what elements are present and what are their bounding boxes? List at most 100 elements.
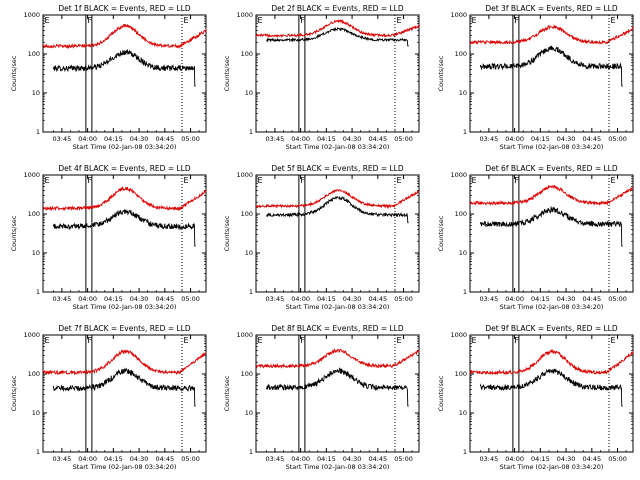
detector-panel: Det 1f BLACK = Events, RED = LLD 1 10 100 10… [10,4,207,151]
marker-label: E [396,336,401,345]
x-tick-label: 05:00 [394,295,413,303]
x-tick-label: 03:45 [53,135,72,143]
x-tick-label: 04:00 [291,455,310,463]
x-tick-label: 05:00 [608,455,627,463]
y-tick-label: 1000 [450,171,467,179]
detector-panel: Det 4f BLACK = Events, RED = LLD 1 10 100 10… [10,164,207,311]
y-axis-label: Counts/sec [223,55,231,91]
x-tick-label: 03:45 [480,295,499,303]
x-tick-label: 04:00 [78,295,97,303]
events-series-line [479,368,623,407]
x-tick-label: 03:45 [480,455,499,463]
marker-label: E [396,176,401,185]
y-axis-label: Counts/sec [10,55,18,91]
x-tick-label: 05:00 [608,135,627,143]
y-tick-label: 1000 [236,11,253,19]
x-tick-label: 04:15 [104,455,123,463]
y-tick-label: 1000 [23,331,40,339]
x-tick-label: 04:30 [130,455,149,463]
y-tick-label: 1000 [236,331,253,339]
x-axis-label: Start Time (02-Jan-08 03:34:20) [73,463,177,471]
y-axis-label: Counts/sec [437,215,445,251]
y-tick-label: 100 [455,210,467,218]
y-tick-label: 100 [28,50,40,58]
detector-panel: Det 7f BLACK = Events, RED = LLD 1 10 100 10… [10,324,207,471]
x-tick-label: 03:45 [480,135,499,143]
marker-label: E [183,176,188,185]
x-tick-label: 04:30 [343,455,362,463]
x-tick-label: 04:00 [505,135,524,143]
marker-label: E [258,336,263,345]
x-tick-label: 04:45 [368,135,387,143]
detector-panel: Det 9f BLACK = Events, RED = LLD 1 10 100 10… [437,324,634,471]
x-axis-label: Start Time (02-Jan-08 03:34:20) [286,463,390,471]
lld-series-line [255,348,420,370]
marker-label: F [87,176,92,185]
marker-label: E [472,176,477,185]
detector-panel: Det 6f BLACK = Events, RED = LLD 1 10 100 10… [437,164,634,311]
x-tick-label: 04:15 [317,295,336,303]
x-tick-label: 04:15 [104,135,123,143]
marker-label: E [472,336,477,345]
x-tick-label: 04:45 [582,135,601,143]
x-tick-label: 04:15 [531,455,550,463]
detector-panel: Det 2f BLACK = Events, RED = LLD 1 10 100 10… [223,4,420,151]
x-tick-label: 04:45 [368,295,387,303]
x-tick-label: 05:00 [608,295,627,303]
marker-label: F [514,176,519,185]
panel-title: Det 2f BLACK = Events, RED = LLD [271,4,404,13]
marker-label: F [87,336,92,345]
y-tick-label: 1 [249,128,253,136]
y-tick-label: 1000 [236,171,253,179]
marker-label: E [258,176,263,185]
y-tick-label: 100 [28,210,40,218]
y-tick-label: 10 [32,249,40,257]
marker-label: F [514,336,519,345]
y-tick-label: 10 [459,89,467,97]
y-tick-label: 1000 [23,171,40,179]
x-tick-label: 04:00 [78,455,97,463]
marker-label: F [300,16,305,25]
y-tick-label: 1 [36,128,40,136]
detector-panel: Det 5f BLACK = Events, RED = LLD 1 10 100 10… [223,164,420,311]
x-tick-label: 04:45 [368,455,387,463]
x-tick-label: 03:45 [53,295,72,303]
events-series-line [52,367,196,407]
x-tick-label: 04:00 [291,135,310,143]
detector-panel: Det 3f BLACK = Events, RED = LLD 1 10 100 10… [437,4,634,151]
panel-title: Det 1f BLACK = Events, RED = LLD [58,4,191,13]
y-axis-label: Counts/sec [437,375,445,411]
y-tick-label: 100 [241,50,253,58]
x-axis-label: Start Time (02-Jan-08 03:34:20) [73,303,177,311]
x-tick-label: 04:15 [104,295,123,303]
events-series-line [265,366,409,407]
x-tick-label: 04:45 [155,295,174,303]
panel-title: Det 7f BLACK = Events, RED = LLD [58,324,191,333]
y-tick-label: 1 [36,448,40,456]
y-axis-label: Counts/sec [10,375,18,411]
marker-label: E [610,176,615,185]
x-tick-label: 04:30 [557,455,576,463]
events-series-line [479,45,623,87]
y-tick-label: 10 [459,249,467,257]
y-tick-label: 100 [455,50,467,58]
marker-label: E [472,16,477,25]
panel-title: Det 5f BLACK = Events, RED = LLD [271,164,404,173]
x-tick-label: 04:45 [155,455,174,463]
y-tick-label: 1000 [450,331,467,339]
x-axis-label: Start Time (02-Jan-08 03:34:20) [73,143,177,151]
detector-panel: Det 8f BLACK = Events, RED = LLD 1 10 100 10… [223,324,420,471]
marker-label: E [258,16,263,25]
x-tick-label: 04:30 [343,135,362,143]
events-series-line [52,209,196,247]
marker-label: F [300,336,305,345]
x-tick-label: 05:00 [181,295,200,303]
x-tick-label: 04:15 [531,295,550,303]
x-axis-label: Start Time (02-Jan-08 03:34:20) [500,143,604,151]
x-tick-label: 04:00 [291,295,310,303]
y-tick-label: 10 [245,249,253,257]
y-tick-label: 1 [249,288,253,296]
y-tick-label: 1 [249,448,253,456]
y-tick-label: 10 [245,409,253,417]
y-axis-label: Counts/sec [223,375,231,411]
